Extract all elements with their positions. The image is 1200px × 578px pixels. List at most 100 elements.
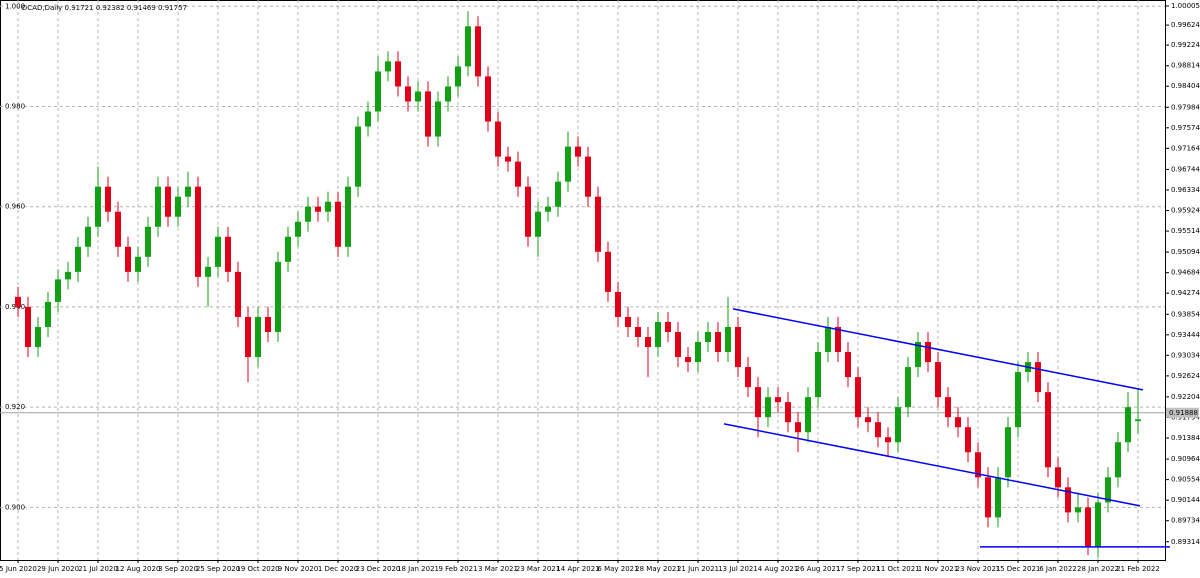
x-tick-label: 19 Oct 2020 — [236, 565, 279, 573]
y2-tick-label: 0.92204 — [1171, 393, 1200, 401]
x-tick-label: 13 Jul 2021 — [718, 565, 758, 573]
candle-body — [265, 316, 271, 332]
candle-body — [365, 111, 371, 127]
x-tick-label: 21 Jun 2021 — [677, 565, 719, 573]
candle-body — [585, 156, 591, 197]
candle-body — [115, 211, 121, 247]
candle-body — [825, 326, 831, 353]
x-tick-label: 28 May 2021 — [635, 565, 681, 573]
current-price-box — [1166, 407, 1199, 418]
y2-tick-label: 0.93444 — [1171, 331, 1200, 339]
candle-body — [85, 226, 91, 247]
candle-body — [95, 186, 101, 227]
candle-body — [795, 422, 801, 433]
candle-body — [405, 86, 411, 102]
x-tick-label: 9 Nov 2020 — [278, 565, 318, 573]
y2-tick-label: 0.96334 — [1171, 186, 1200, 194]
y2-tick-label: 0.98404 — [1171, 82, 1200, 90]
x-tick-label: 21 Feb 2022 — [1116, 565, 1160, 573]
y2-tick-label: 0.91384 — [1171, 434, 1200, 442]
y-tick-label-bg — [3, 201, 21, 211]
x-tick-label: 29 Jun 2020 — [37, 565, 79, 573]
candle-body — [255, 316, 261, 358]
plot-frame — [0, 0, 1166, 561]
candle-body — [165, 186, 171, 217]
candle-body — [55, 279, 61, 302]
candle-body — [665, 321, 671, 332]
candle-body — [435, 101, 441, 137]
candle-body — [195, 186, 201, 277]
candle-body — [275, 261, 281, 332]
candle-body — [1015, 372, 1021, 428]
x-tick-label: 1 Nov 2021 — [918, 565, 958, 573]
candle-body — [205, 266, 211, 277]
y-tick-label-bg — [3, 301, 21, 311]
candle-body — [415, 91, 421, 102]
candle-body — [605, 251, 611, 292]
trendline — [732, 308, 1144, 391]
x-tick-label: 23 Dec 2020 — [356, 565, 401, 573]
candle-body — [15, 296, 21, 307]
candle-body — [505, 156, 511, 162]
candle-body — [695, 342, 701, 363]
candle-body — [35, 326, 41, 348]
candle-body — [495, 121, 501, 157]
y-tick-label-bg — [3, 502, 21, 512]
x-tick-label: 6 May 2021 — [597, 565, 638, 573]
candle-body — [135, 256, 141, 272]
candle-body — [625, 316, 631, 327]
candle-body — [945, 397, 951, 418]
candle-body — [455, 66, 461, 87]
y-tick-label: 0.920 — [5, 403, 25, 411]
candle-body — [755, 387, 761, 418]
candle-body — [245, 316, 251, 358]
candle-body — [125, 246, 131, 272]
candle-body — [775, 397, 781, 403]
candle-body — [745, 367, 751, 388]
y2-tick-label: 0.95514 — [1171, 227, 1200, 235]
candle-body — [225, 236, 231, 272]
candle-body — [475, 26, 481, 77]
candle-body — [1075, 507, 1081, 513]
candle-body — [305, 206, 311, 222]
candle-body — [735, 326, 741, 368]
y2-tick-label: 0.92624 — [1171, 372, 1200, 380]
x-tick-label: 26 Aug 2021 — [796, 565, 841, 573]
candle-body — [965, 427, 971, 453]
candle-body — [1065, 487, 1071, 513]
candle-body — [445, 86, 451, 102]
candle-body — [685, 357, 691, 363]
candle-body — [885, 437, 891, 443]
y2-tick-label: 0.90964 — [1171, 455, 1200, 463]
candle-body — [995, 477, 1001, 518]
x-tick-label: 14 Apr 2021 — [556, 565, 599, 573]
y2-tick-label: 0.97164 — [1171, 144, 1200, 152]
candle-body — [145, 226, 151, 257]
candle-body — [465, 26, 471, 67]
y-tick-label-bg — [3, 402, 21, 412]
x-tick-label: 25 Sep 2020 — [196, 565, 240, 573]
candle-body — [1125, 407, 1131, 443]
candle-body — [675, 331, 681, 358]
candle-body — [1005, 427, 1011, 478]
candle-body — [1035, 362, 1041, 393]
candle-body — [925, 342, 931, 363]
y2-tick-label: 0.90144 — [1171, 496, 1200, 504]
x-tick-label: 17 Sep 2021 — [836, 565, 880, 573]
trendline — [723, 423, 1141, 507]
candle-body — [1085, 507, 1091, 548]
candle-body — [1105, 477, 1111, 503]
candle-body — [535, 211, 541, 237]
candle-body — [815, 352, 821, 398]
candle-body — [385, 61, 391, 72]
x-tick-label: 12 Aug 2020 — [116, 565, 161, 573]
candle-body — [955, 417, 961, 428]
candle-body — [975, 452, 981, 478]
candle-body — [655, 321, 661, 348]
y2-tick-label: 1.00005 — [1171, 2, 1200, 10]
candle-body — [425, 91, 431, 137]
candle-body — [105, 186, 111, 212]
x-tick-label: 3 Sep 2020 — [158, 565, 198, 573]
candle-body — [565, 146, 571, 182]
